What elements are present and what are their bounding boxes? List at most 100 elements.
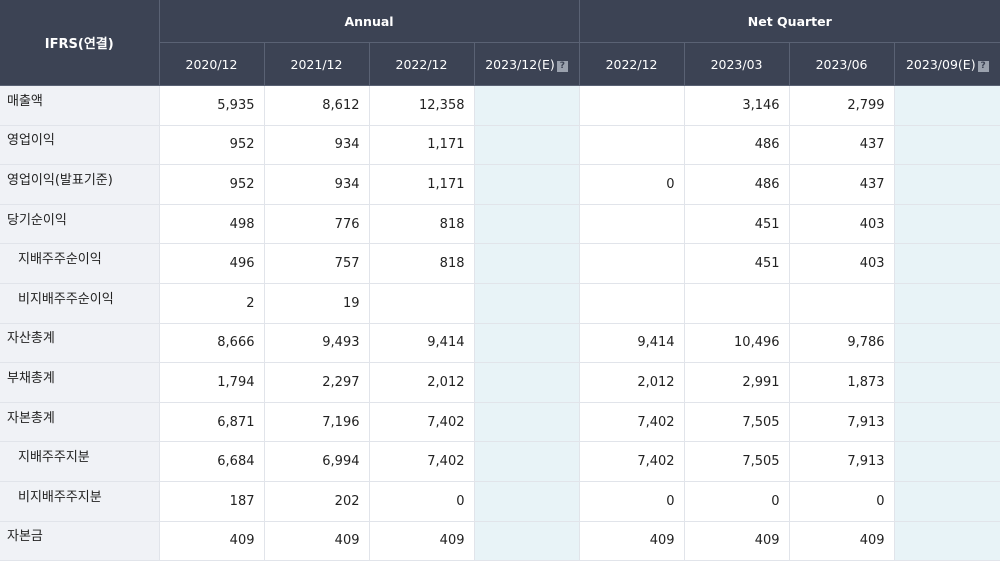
quarter-value-cell: 7,402 <box>578 402 685 443</box>
annual-value-cell: 2,297 <box>263 362 369 403</box>
row-label-text: 자본금 <box>7 529 43 545</box>
annual-value-cell <box>473 323 580 364</box>
quarter-value-cell <box>893 362 1000 403</box>
annual-value-cell: 9,414 <box>368 323 474 364</box>
annual-value-cell <box>473 283 580 324</box>
row-label: 영업이익(발표기준) <box>0 164 159 205</box>
quarter-value-cell <box>578 283 685 324</box>
annual-value-cell <box>473 125 580 166</box>
row-label: 영업이익 <box>0 125 159 166</box>
annual-value-cell <box>473 85 580 126</box>
annual-value-cell: 19 <box>263 283 369 324</box>
annual-value-cell: 1,171 <box>368 125 474 166</box>
row-label-text: 자본총계 <box>7 410 55 426</box>
annual-value-cell: 409 <box>158 521 264 561</box>
table-row: 영업이익(발표기준) 952 934 1,171 0 486 437 <box>0 164 1000 205</box>
table-row: 지배주주순이익 496 757 818 451 403 <box>0 243 1000 284</box>
row-label: 부채총계 <box>0 362 159 403</box>
annual-value-cell <box>368 283 474 324</box>
quarter-value-cell <box>683 283 790 324</box>
annual-value-cell <box>473 481 580 522</box>
annual-value-cell: 187 <box>158 481 264 522</box>
quarter-value-cell: 451 <box>683 204 790 245</box>
annual-period-header: 2021/12 <box>263 42 369 86</box>
quarter-value-cell <box>893 164 1000 205</box>
quarter-value-cell <box>578 85 685 126</box>
row-label: 비지배주주순이익 <box>0 283 159 324</box>
help-icon[interactable]: ? <box>977 60 989 72</box>
quarter-value-cell <box>893 402 1000 443</box>
help-icon[interactable]: ? <box>556 60 568 72</box>
annual-period-header: 2020/12 <box>158 42 264 86</box>
quarter-value-cell: 409 <box>788 521 895 561</box>
annual-value-cell <box>473 243 580 284</box>
table-row: 자산총계 8,666 9,493 9,414 9,414 10,496 9,786 <box>0 323 1000 364</box>
row-label: 매출액 <box>0 85 159 126</box>
row-label-text: 당기순이익 <box>7 212 67 228</box>
quarter-value-cell <box>893 125 1000 166</box>
table-body: 매출액 5,935 8,612 12,358 3,146 2,799 영업이익 952 934 1… <box>0 85 1000 561</box>
row-label-text: 지배주주순이익 <box>18 252 102 268</box>
quarter-value-cell: 451 <box>683 243 790 284</box>
annual-value-cell: 934 <box>263 164 369 205</box>
ifrs-header: IFRS(연결) <box>0 0 159 86</box>
quarter-value-cell: 7,402 <box>578 441 685 482</box>
annual-value-cell: 409 <box>368 521 474 561</box>
table-row: 지배주주지분 6,684 6,994 7,402 7,402 7,505 7,913 <box>0 441 1000 482</box>
row-label: 지배주주지분 <box>0 441 159 482</box>
row-label: 당기순이익 <box>0 204 159 245</box>
annual-value-cell <box>473 441 580 482</box>
annual-estimate-header: 2023/12(E)? <box>473 42 580 86</box>
table-row: 자본총계 6,871 7,196 7,402 7,402 7,505 7,913 <box>0 402 1000 443</box>
annual-value-cell: 6,994 <box>263 441 369 482</box>
row-label-text: 매출액 <box>7 93 43 109</box>
annual-estimate-label: 2023/12(E) <box>485 56 555 72</box>
row-label-text: 비지배주주지분 <box>18 489 102 505</box>
row-label: 자본총계 <box>0 402 159 443</box>
annual-value-cell: 2 <box>158 283 264 324</box>
quarter-estimate-label: 2023/09(E) <box>905 56 976 72</box>
row-label-text: 영업이익(발표기준) <box>7 172 113 188</box>
row-label: 비지배주주지분 <box>0 481 159 522</box>
row-label-text: 부채총계 <box>7 370 55 386</box>
quarter-value-cell <box>788 283 895 324</box>
table-row: 영업이익 952 934 1,171 486 437 <box>0 125 1000 166</box>
quarter-value-cell: 2,012 <box>578 362 685 403</box>
table-header: IFRS(연결) Annual Net Quarter 2020/12 2021… <box>0 0 1000 86</box>
annual-value-cell: 8,612 <box>263 85 369 126</box>
quarter-value-cell <box>893 441 1000 482</box>
annual-value-cell: 498 <box>158 204 264 245</box>
annual-value-cell <box>473 164 580 205</box>
annual-value-cell <box>473 204 580 245</box>
row-label: 자본금 <box>0 521 159 561</box>
annual-value-cell: 496 <box>158 243 264 284</box>
quarter-value-cell: 7,505 <box>683 402 790 443</box>
quarter-value-cell: 0 <box>788 481 895 522</box>
quarter-value-cell: 7,913 <box>788 402 895 443</box>
quarter-value-cell <box>893 204 1000 245</box>
row-label-text: 비지배주주순이익 <box>18 291 114 307</box>
quarter-value-cell: 3,146 <box>683 85 790 126</box>
quarter-value-cell <box>578 204 685 245</box>
annual-value-cell: 776 <box>263 204 369 245</box>
annual-value-cell: 952 <box>158 164 264 205</box>
quarter-value-cell <box>893 481 1000 522</box>
annual-value-cell: 6,684 <box>158 441 264 482</box>
row-label: 자산총계 <box>0 323 159 364</box>
annual-value-cell: 818 <box>368 243 474 284</box>
quarter-period-header: 2023/06 <box>788 42 895 86</box>
row-label-text: 지배주주지분 <box>18 450 90 466</box>
quarter-value-cell: 9,786 <box>788 323 895 364</box>
quarter-value-cell: 403 <box>788 204 895 245</box>
quarter-value-cell <box>578 125 685 166</box>
quarter-value-cell: 10,496 <box>683 323 790 364</box>
quarter-value-cell: 9,414 <box>578 323 685 364</box>
table-row: 당기순이익 498 776 818 451 403 <box>0 204 1000 245</box>
annual-value-cell: 5,935 <box>158 85 264 126</box>
quarter-group-header: Net Quarter <box>578 0 1000 43</box>
quarter-value-cell: 437 <box>788 164 895 205</box>
quarter-value-cell: 7,505 <box>683 441 790 482</box>
annual-value-cell <box>473 362 580 403</box>
annual-value-cell: 9,493 <box>263 323 369 364</box>
